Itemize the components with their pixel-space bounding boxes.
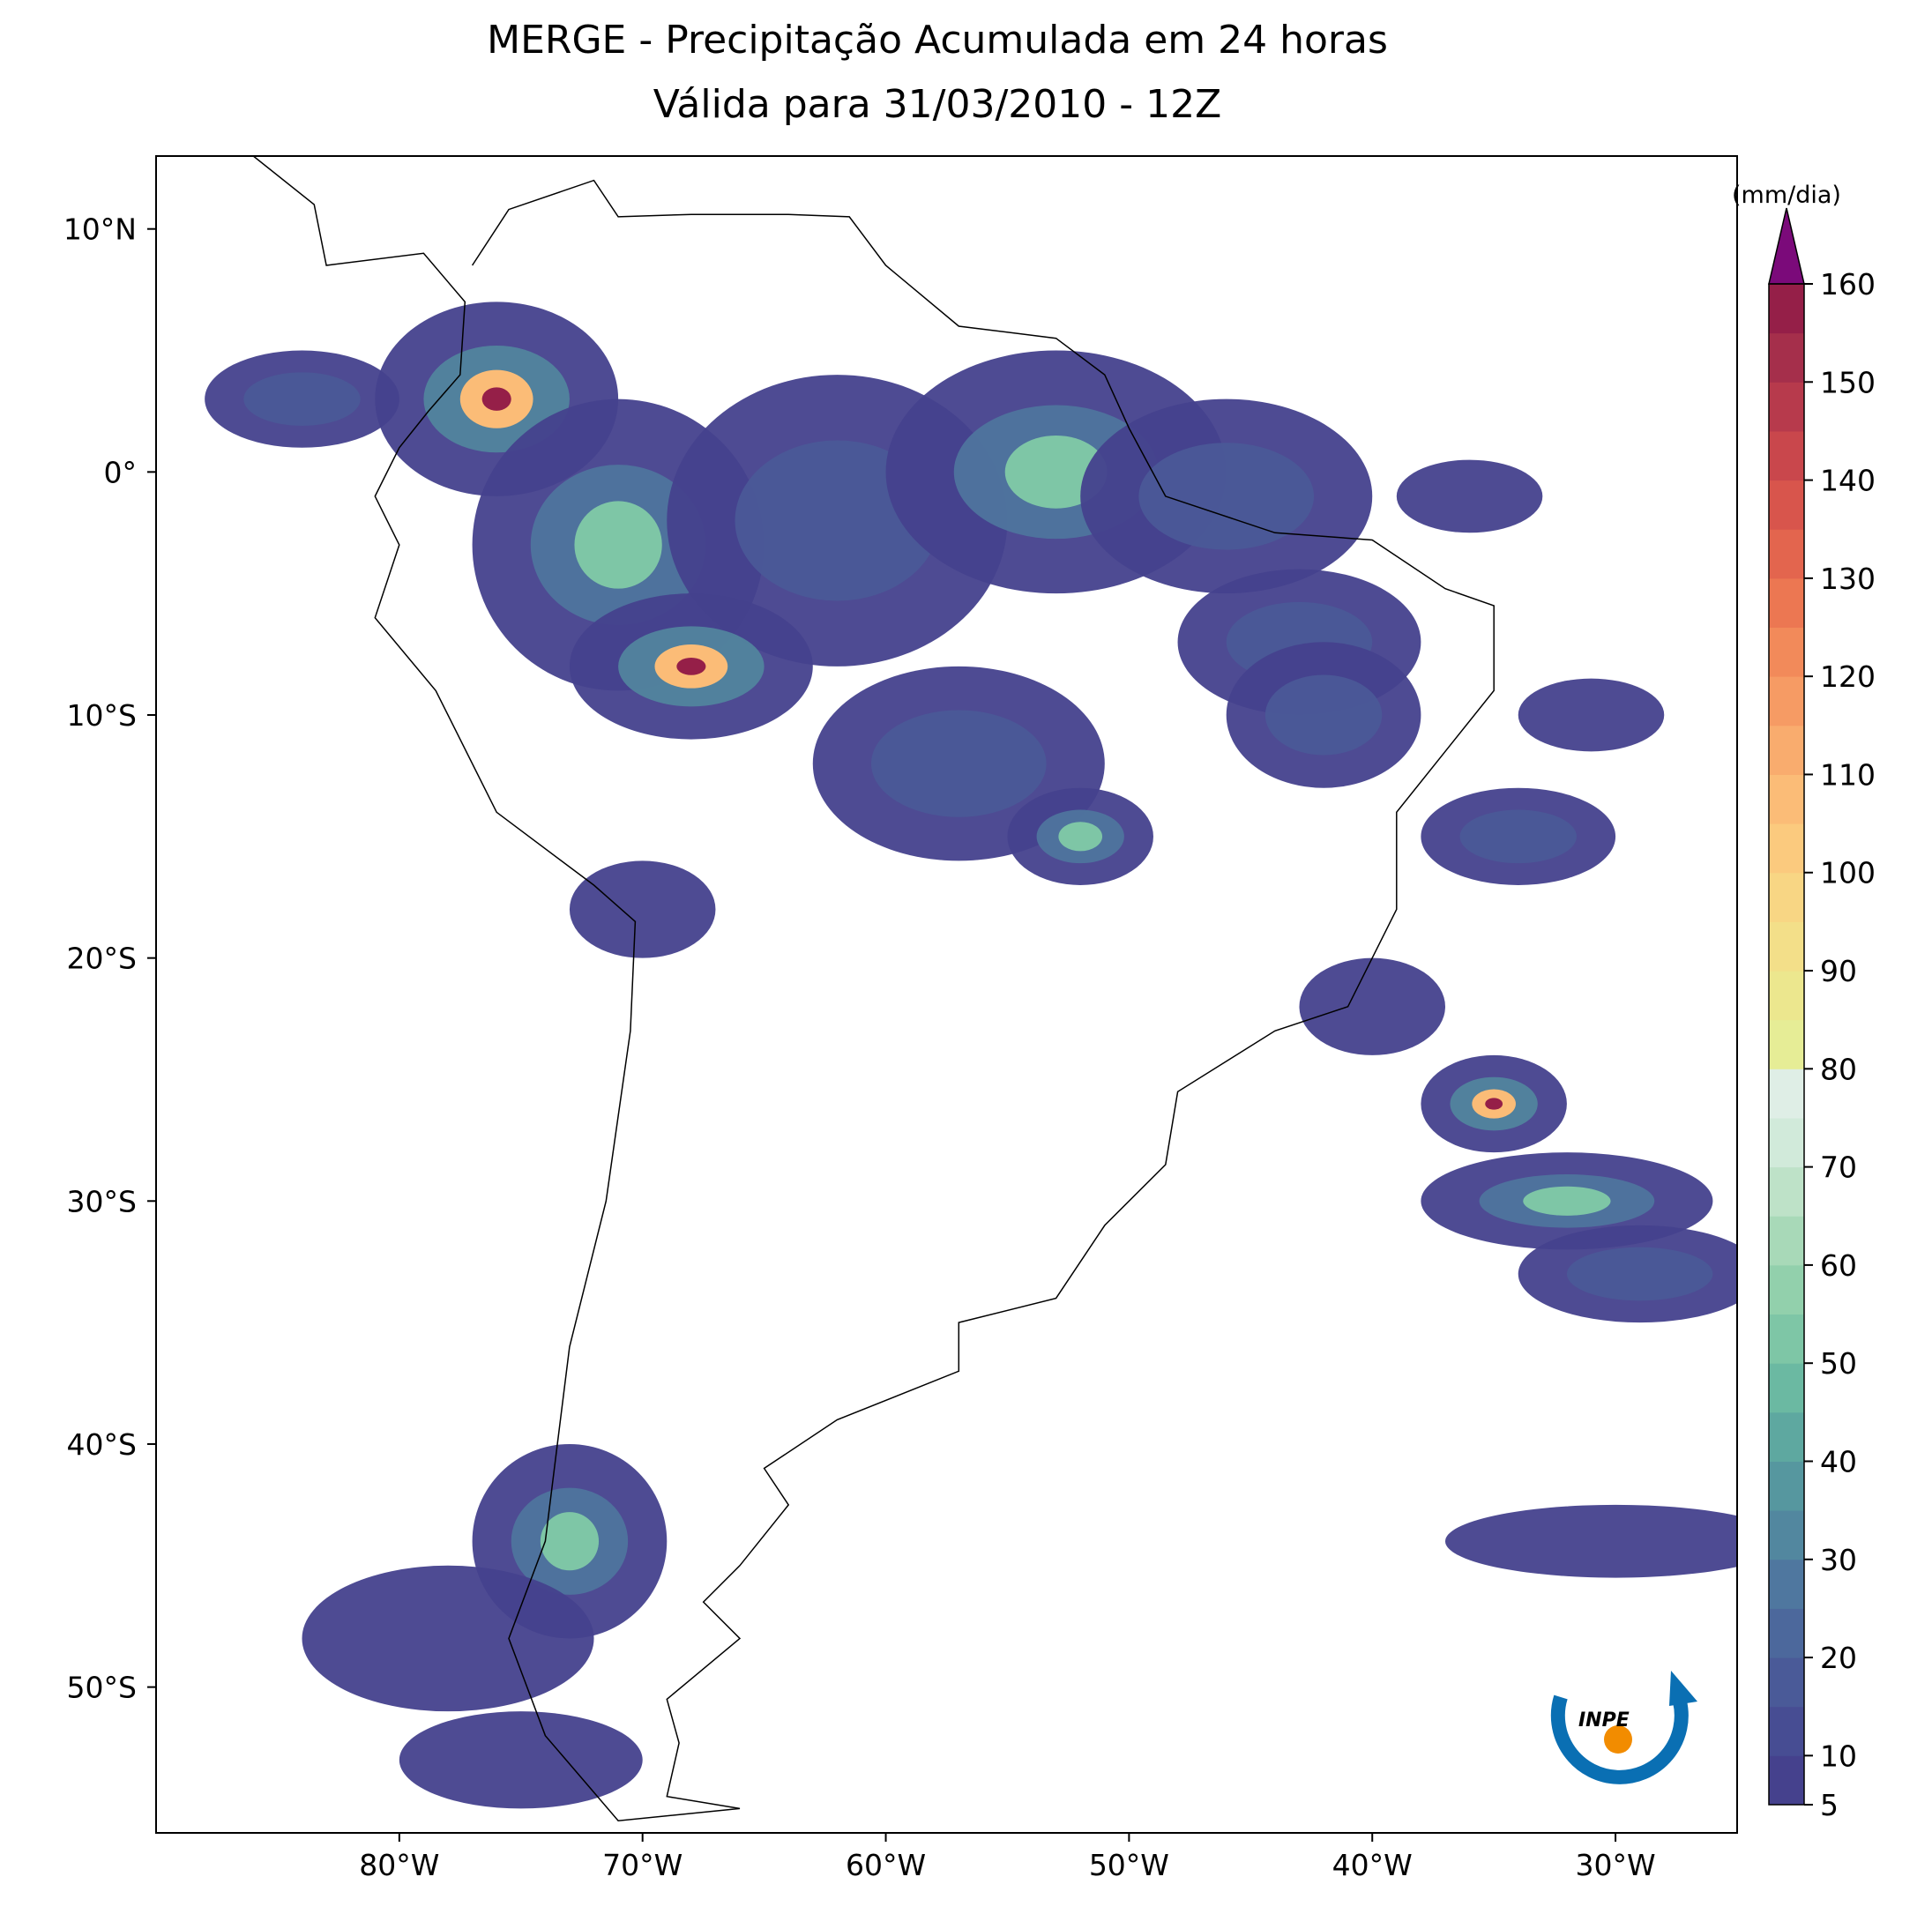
y-tick-label: 40°S (67, 1427, 137, 1462)
colorbar-tick-label: 130 (1820, 562, 1876, 596)
colorbar-segment (1769, 284, 1804, 334)
y-tick-label: 30°S (67, 1184, 137, 1218)
y-tick-label: 20°S (67, 942, 137, 976)
rain-area (481, 387, 511, 411)
subtitle: Válida para 31/03/2010 - 12Z (653, 82, 1222, 127)
map-frame (155, 155, 1738, 1834)
colorbar-segment (1769, 1117, 1804, 1168)
rain-area (1523, 1186, 1611, 1216)
colorbar-tick-label: 70 (1820, 1151, 1857, 1185)
colorbar-tick-label: 60 (1820, 1248, 1857, 1283)
map-area (205, 156, 1737, 1821)
logo-text: INPE (1578, 1709, 1630, 1732)
y-tick-label: 10°S (67, 698, 137, 733)
colorbar-tick-label: 160 (1820, 267, 1876, 302)
colorbar-segment (1769, 872, 1804, 922)
x-tick-label: 30°W (1576, 1848, 1656, 1882)
y-tick-label: 50°S (67, 1671, 137, 1705)
colorbar-segment (1769, 1264, 1804, 1315)
rain-area (1264, 674, 1383, 756)
colorbar-segment (1769, 1166, 1804, 1217)
colorbar-segment (1769, 774, 1804, 824)
coastline (252, 156, 1495, 1821)
colorbar-label: (mm/dia) (1732, 182, 1841, 209)
colorbar-segment (1769, 627, 1804, 677)
rain-area (574, 501, 662, 589)
colorbar-segment (1769, 1069, 1804, 1119)
colorbar-segment (1769, 480, 1804, 530)
colorbar-segment (1769, 1411, 1804, 1462)
rain-area (399, 1711, 643, 1809)
rain-area (540, 1512, 600, 1571)
colorbar-segment (1769, 1216, 1804, 1266)
colorbar-segment (1769, 577, 1804, 629)
colorbar-tick-label: 20 (1820, 1641, 1857, 1675)
colorbar-tick-label: 40 (1820, 1444, 1857, 1478)
x-tick-label: 60°W (846, 1848, 926, 1882)
colorbar-segment (1769, 1608, 1804, 1658)
rain-area (1058, 822, 1103, 852)
colorbar-segment (1769, 332, 1804, 383)
rain-area (569, 860, 716, 958)
colorbar-segment (1769, 921, 1804, 972)
rain-area (1566, 1247, 1713, 1301)
title: MERGE - Precipitação Acumulada em 24 hor… (487, 18, 1388, 63)
colorbar-segment (1769, 1314, 1804, 1364)
logo-arc (1550, 1694, 1689, 1784)
colorbar-segment (1769, 676, 1804, 726)
y-tick-label: 10°N (63, 212, 137, 247)
x-tick-label: 50°W (1089, 1848, 1169, 1882)
logo: INPE (1550, 1671, 1697, 1784)
colorbar-segment (1769, 1755, 1804, 1806)
logo-arrow (1669, 1671, 1697, 1706)
colorbar-tick-label: 90 (1820, 954, 1857, 988)
colorbar-segment (1769, 1657, 1804, 1708)
colorbar-extend (1768, 207, 1805, 285)
colorbar-tick-label: 5 (1820, 1788, 1839, 1822)
colorbar-segment (1769, 1461, 1804, 1511)
rain-area (1138, 443, 1315, 550)
colorbar-tick-label: 30 (1820, 1543, 1857, 1577)
colorbar-segment (1769, 1019, 1804, 1069)
colorbar-tick-label: 80 (1820, 1052, 1857, 1086)
colorbar-segment (1769, 430, 1804, 481)
colorbar-segment (1769, 1363, 1804, 1413)
rain-area (676, 657, 706, 675)
rain-area (1485, 1098, 1503, 1110)
y-tick-label: 0° (104, 455, 138, 489)
colorbar-tick-label: 140 (1820, 464, 1876, 498)
colorbar-frame (1768, 283, 1805, 1806)
colorbar-segment (1769, 1559, 1804, 1609)
colorbar-segment (1769, 971, 1804, 1021)
colorbar-tick-label: 50 (1820, 1346, 1857, 1381)
colorbar-segment (1769, 382, 1804, 432)
rain-area (1459, 809, 1577, 864)
x-tick-label: 70°W (602, 1848, 683, 1882)
rain-area (1396, 459, 1543, 533)
colorbar-segment (1769, 823, 1804, 874)
rain-area (870, 710, 1047, 817)
rain-area (1445, 1504, 1737, 1578)
logo-dot (1604, 1725, 1632, 1754)
rain-area (1518, 678, 1665, 752)
x-tick-label: 40°W (1332, 1848, 1413, 1882)
colorbar-tick-label: 10 (1820, 1739, 1857, 1773)
colorbar-segment (1769, 529, 1804, 579)
x-tick-label: 80°W (359, 1848, 439, 1882)
rain-area (1299, 957, 1445, 1055)
colorbar-tick-label: 150 (1820, 365, 1876, 399)
colorbar-segment (1769, 1510, 1804, 1560)
colorbar-tick-label: 120 (1820, 659, 1876, 694)
rain-area (302, 1565, 594, 1712)
colorbar-tick-label: 110 (1820, 757, 1876, 792)
rain-area (243, 372, 361, 426)
colorbar-tick-label: 100 (1820, 856, 1876, 890)
colorbar-segment (1769, 725, 1804, 775)
colorbar-segment (1769, 1706, 1804, 1756)
